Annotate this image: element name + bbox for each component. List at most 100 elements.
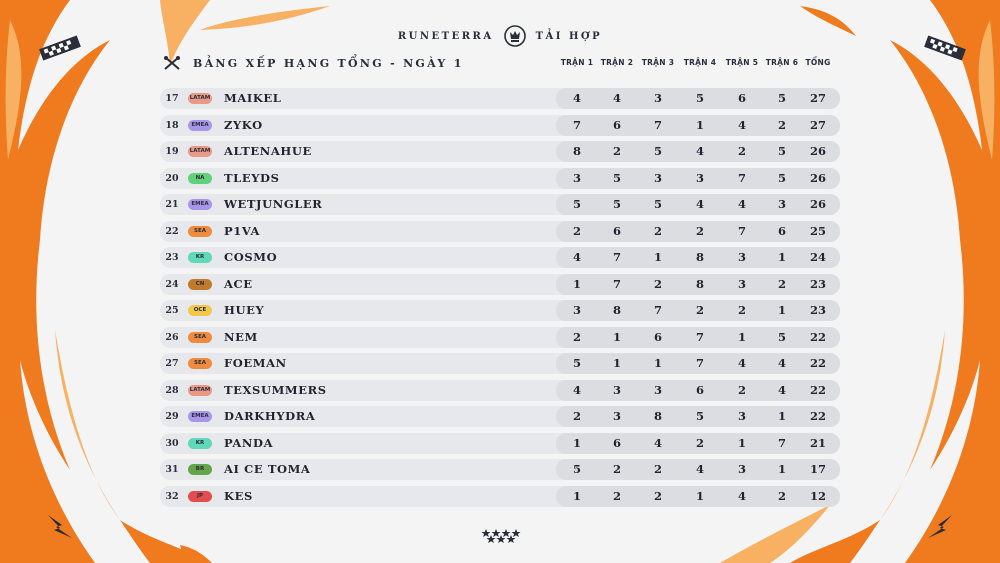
rank-number: 22 — [165, 225, 179, 237]
column-header-game-5: TRẬN 5 — [725, 58, 759, 67]
total-score: 21 — [809, 435, 826, 450]
game-score: 8 — [572, 144, 581, 158]
total-score: 26 — [809, 197, 826, 211]
game-score: 4 — [777, 382, 786, 397]
total-score: 17 — [809, 462, 826, 476]
game-score: 3 — [612, 409, 621, 423]
row-scores-background — [556, 141, 840, 162]
game-score: 5 — [612, 170, 621, 185]
game-score: 2 — [653, 488, 662, 503]
game-score: 2 — [695, 303, 704, 317]
table-row: 22 SEA P1VA 2 6 2 2 7 6 25 — [160, 220, 840, 242]
game-score: 1 — [777, 303, 786, 317]
star-icon — [486, 535, 496, 543]
star-icon — [481, 529, 491, 537]
player-name: DARKHYDRA — [224, 409, 316, 423]
total-score: 22 — [809, 382, 826, 397]
region-badge: EMEA — [188, 411, 212, 422]
region-badge: SEA — [188, 225, 212, 237]
star-icon — [501, 529, 511, 537]
player-name: NEM — [224, 329, 258, 344]
game-score: 4 — [695, 197, 704, 211]
row-scores-background — [556, 88, 840, 109]
table-row: 24 CN ACE 1 7 2 8 3 2 23 — [160, 273, 840, 295]
game-score: 4 — [612, 91, 621, 105]
region-badge: EMEA — [188, 119, 212, 131]
rank-number: 26 — [165, 331, 179, 343]
row-scores-background — [556, 247, 840, 268]
row-scores-background — [556, 459, 840, 480]
game-score: 7 — [572, 117, 581, 132]
table-row: 20 NA TLEYDS 3 5 3 3 7 5 26 — [160, 167, 840, 189]
player-name: TLEYDS — [224, 170, 280, 185]
region-badge: LATAM — [188, 93, 212, 104]
player-name: ALTENAHUE — [224, 144, 312, 158]
table-row: 17 LATAM MAIKEL 4 4 3 5 6 5 27 — [160, 88, 840, 109]
game-score: 1 — [695, 488, 704, 503]
game-score: 4 — [737, 197, 746, 211]
player-name: ZYKO — [224, 117, 263, 132]
row-scores-background — [556, 326, 840, 348]
game-score: 7 — [695, 356, 704, 370]
game-score: 1 — [695, 117, 704, 132]
page-title: BẢNG XẾP HẠNG TỔNG - NGÀY 1 — [193, 56, 464, 70]
row-scores-background — [556, 406, 840, 427]
game-score: 5 — [777, 170, 786, 185]
table-row: 19 LATAM ALTENAHUE 8 2 5 4 2 5 26 — [160, 141, 840, 162]
total-score: 22 — [809, 356, 826, 370]
total-score: 23 — [809, 303, 826, 317]
game-score: 1 — [572, 488, 581, 503]
total-score: 27 — [809, 91, 826, 105]
player-name: WETJUNGLER — [224, 197, 323, 211]
game-score: 8 — [695, 250, 704, 264]
game-score: 3 — [653, 91, 662, 105]
game-score: 4 — [572, 382, 581, 397]
game-score: 7 — [777, 435, 786, 450]
row-scores-background — [556, 379, 840, 401]
game-score: 1 — [572, 435, 581, 450]
player-name: P1VA — [224, 223, 261, 238]
rank-number: 28 — [165, 384, 179, 396]
game-score: 4 — [695, 144, 704, 158]
game-score: 7 — [653, 117, 662, 132]
table-row: 29 EMEA DARKHYDRA 2 3 8 5 3 1 22 — [160, 406, 840, 427]
game-score: 2 — [777, 276, 786, 291]
table-row: 21 EMEA WETJUNGLER 5 5 5 4 4 3 26 — [160, 194, 840, 215]
game-score: 3 — [612, 382, 621, 397]
row-scores-background — [556, 220, 840, 242]
game-score: 4 — [695, 462, 704, 476]
game-score: 2 — [653, 223, 662, 238]
table-row: 30 KR PANDA 1 6 4 2 1 7 21 — [160, 432, 840, 454]
game-score: 2 — [777, 117, 786, 132]
game-score: 5 — [777, 329, 786, 344]
rank-number: 20 — [165, 172, 179, 184]
rank-number: 25 — [165, 305, 179, 316]
star-icon — [496, 535, 506, 543]
game-score: 8 — [612, 303, 621, 317]
total-score: 12 — [809, 488, 826, 503]
region-badge: JP — [188, 490, 212, 502]
game-score: 1 — [653, 250, 662, 264]
player-name: COSMO — [224, 250, 278, 264]
crest-logo-icon — [503, 25, 526, 47]
column-header-game-3: TRẬN 3 — [641, 58, 675, 67]
table-row: 26 SEA NEM 2 1 6 7 1 5 22 — [160, 326, 840, 348]
game-score: 2 — [737, 144, 746, 158]
game-score: 6 — [695, 382, 704, 397]
checkered-flag-icon-left — [39, 35, 81, 61]
rank-number: 30 — [165, 437, 179, 449]
player-name: PANDA — [224, 435, 274, 450]
game-score: 3 — [653, 170, 662, 185]
total-score: 24 — [809, 250, 826, 264]
game-score: 5 — [572, 197, 581, 211]
rank-number: 29 — [165, 411, 179, 422]
player-name: HUEY — [224, 303, 265, 317]
game-score: 2 — [612, 462, 621, 476]
game-score: 7 — [695, 329, 704, 344]
table-row: 28 LATAM TEXSUMMERS 4 3 3 6 2 4 22 — [160, 379, 840, 401]
game-score: 2 — [737, 382, 746, 397]
rank-number: 17 — [165, 93, 179, 104]
game-score: 2 — [695, 223, 704, 238]
game-score: 3 — [572, 170, 581, 185]
game-score: 6 — [653, 329, 662, 344]
